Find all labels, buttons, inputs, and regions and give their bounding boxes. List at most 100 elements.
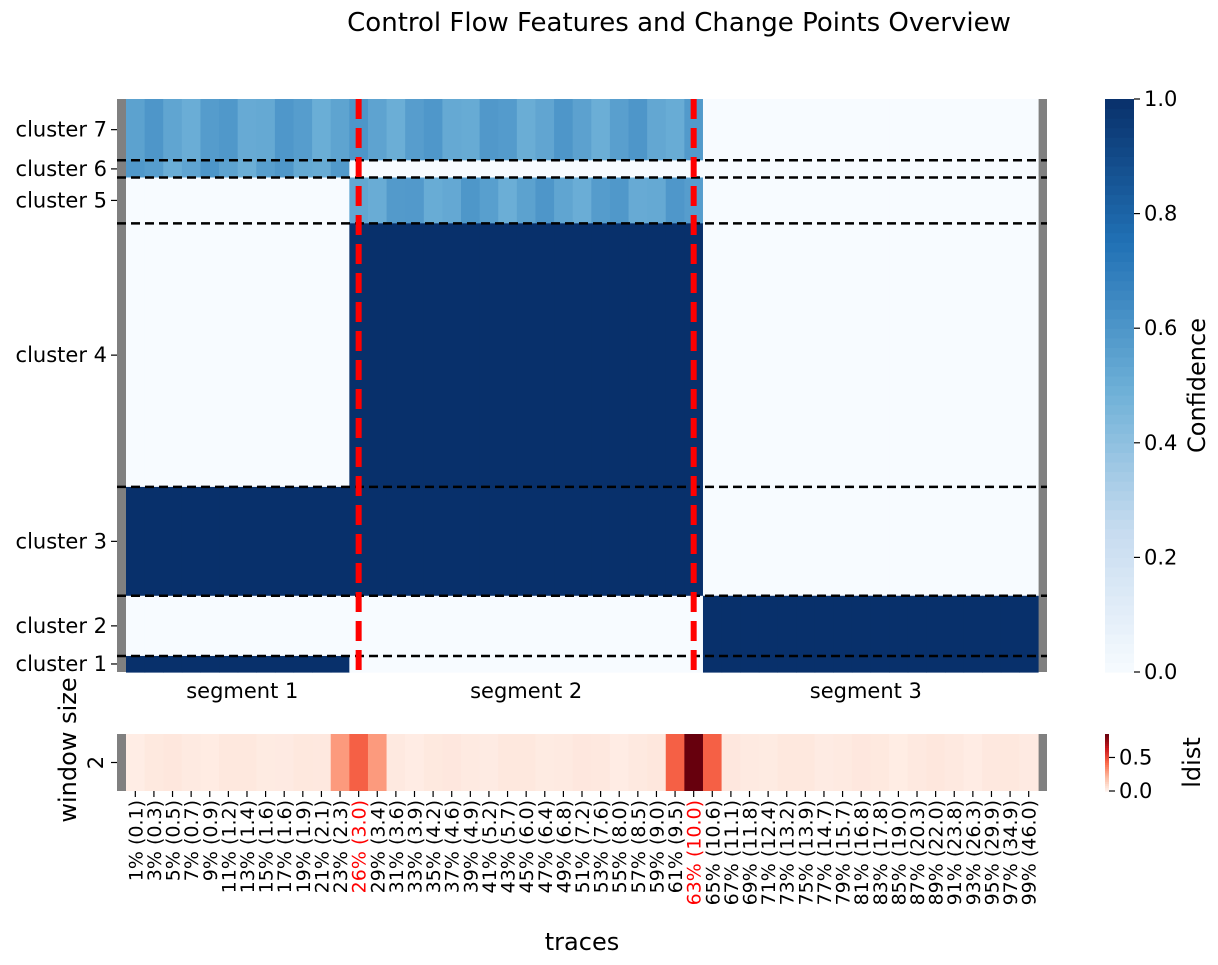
- heatmap-cell: [405, 655, 425, 673]
- window-cell: [423, 734, 444, 791]
- colorbar-segment: [1105, 764, 1109, 767]
- x-tick-label: 35% (4.2): [423, 800, 445, 893]
- heatmap-cell: [330, 655, 350, 673]
- heatmap-cell: [461, 177, 481, 224]
- colorbar-segment: [1105, 547, 1134, 558]
- heatmap-cell: [777, 160, 797, 179]
- window-cell: [312, 734, 332, 791]
- window-cell: [833, 734, 853, 791]
- heatmap-cell: [312, 595, 332, 657]
- colorbar-segment: [1105, 741, 1109, 745]
- heatmap-cell: [944, 177, 965, 224]
- heatmap-cell: [926, 160, 946, 179]
- colorbar-tick-label: 0.0: [1144, 660, 1177, 684]
- heatmap-cell: [851, 177, 872, 224]
- window-cell: [405, 734, 425, 791]
- heatmap-cell: [256, 486, 276, 597]
- window-cell: [163, 734, 183, 791]
- heatmap-cell: [758, 99, 779, 161]
- window-cell: [367, 734, 388, 791]
- heatmap-cell: [963, 486, 983, 597]
- heatmap-cell: [535, 177, 555, 224]
- heatmap-cell: [944, 160, 965, 179]
- x-tick-label: 43% (5.7): [498, 800, 520, 893]
- heatmap-cell: [963, 177, 983, 224]
- chart-title: Control Flow Features and Change Points …: [347, 8, 1011, 38]
- heatmap-cell: [963, 99, 983, 161]
- heatmap-cell: [851, 223, 872, 488]
- heatmap-cell: [1000, 223, 1020, 488]
- heatmap-cell: [944, 99, 965, 161]
- heatmap-cell: [219, 177, 239, 224]
- heatmap-cell: [665, 99, 685, 161]
- heatmap-cell: [572, 160, 592, 179]
- colorbar-segment: [1105, 280, 1134, 291]
- colorbar-segment: [1105, 223, 1134, 234]
- heatmap-cell: [628, 595, 648, 657]
- heatmap-cell: [498, 655, 518, 673]
- x-tick-label: 63% (10.0): [684, 800, 706, 905]
- x-tick-label: 99% (46.0): [1019, 800, 1041, 905]
- heatmap-cell: [256, 223, 276, 488]
- heatmap-cell: [330, 223, 350, 488]
- x-tick-label: 79% (15.7): [833, 800, 855, 905]
- heatmap-cell: [665, 486, 685, 597]
- colorbar-segment: [1105, 385, 1134, 396]
- heatmap-cell: [907, 595, 927, 657]
- colorbar-segment: [1105, 481, 1134, 492]
- heatmap-cell: [330, 595, 350, 657]
- heatmap-cell: [926, 223, 946, 488]
- heatmap-cell: [367, 160, 388, 179]
- heatmap-cell: [330, 177, 350, 224]
- heatmap-cell: [740, 595, 760, 657]
- heatmap-cell: [963, 595, 983, 657]
- colorbar-segment: [1105, 614, 1134, 625]
- window-cell: [851, 734, 872, 791]
- heatmap-cell: [312, 177, 332, 224]
- heatmap-cell: [591, 486, 611, 597]
- colorbar-segment: [1105, 251, 1134, 262]
- colorbar-tick-label: 0.4: [1144, 431, 1177, 455]
- heatmap-cell: [237, 595, 257, 657]
- heatmap-cell: [516, 595, 537, 657]
- heatmap-cell: [535, 655, 555, 673]
- heatmap-cell: [721, 160, 741, 179]
- x-tick-label: 13% (1.4): [237, 800, 259, 893]
- heatmap-cell: [833, 177, 853, 224]
- heatmap-cell: [237, 160, 257, 179]
- heatmap-cell: [274, 223, 295, 488]
- heatmap-cell: [442, 160, 462, 179]
- heatmap-cell: [405, 595, 425, 657]
- heatmap-cell: [293, 655, 313, 673]
- heatmap-cell: [777, 177, 797, 224]
- colorbar-segment: [1105, 184, 1134, 196]
- heatmap-cell: [721, 655, 741, 673]
- heatmap-cell: [405, 223, 425, 488]
- heatmap-cell: [312, 655, 332, 673]
- cluster-label: cluster 4: [16, 343, 107, 367]
- window-cell: [758, 734, 779, 791]
- x-tick-label: 21% (2.1): [311, 800, 333, 893]
- heatmap-cell: [721, 223, 741, 488]
- colorbar-segment: [1105, 442, 1134, 453]
- heatmap-cell: [442, 223, 462, 488]
- heatmap-cell: [702, 595, 723, 657]
- heatmap-cell: [200, 177, 220, 224]
- cluster-label: cluster 2: [16, 614, 107, 638]
- heatmap-cell: [982, 160, 1002, 179]
- heatmap-cell: [926, 486, 946, 597]
- heatmap-cell: [126, 486, 146, 597]
- cluster-label: cluster 3: [16, 529, 107, 553]
- heatmap-cell: [516, 486, 537, 597]
- colorbar-segment: [1105, 232, 1134, 243]
- x-tick-label: 47% (6.4): [535, 800, 557, 893]
- colorbar-segment: [1105, 366, 1134, 377]
- colorbar-tick-label: 1.0: [1144, 87, 1177, 111]
- colorbar-segment: [1105, 519, 1134, 530]
- heatmap-cell: [628, 486, 648, 597]
- window-cell: [554, 734, 574, 791]
- heatmap-cell: [274, 99, 295, 161]
- segment-label: segment 1: [186, 679, 298, 703]
- heatmap-cell: [554, 223, 574, 488]
- heatmap-cell: [814, 223, 834, 488]
